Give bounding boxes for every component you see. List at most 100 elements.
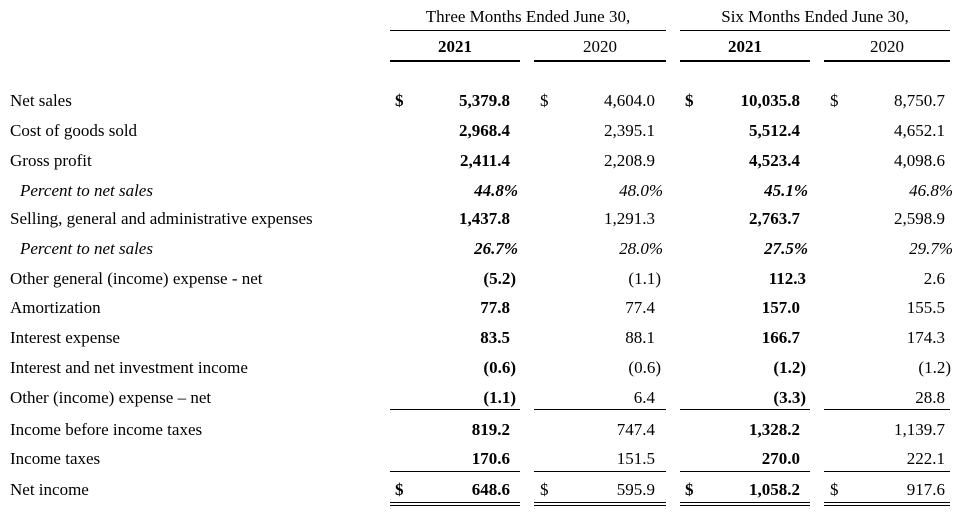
- cell-q20: 6.4: [633, 388, 655, 407]
- cell-s21: 157.0: [761, 298, 800, 317]
- cell-s20: 4,098.6: [894, 151, 945, 170]
- row-label-interest-investment-income: Interest and net investment income: [10, 358, 248, 377]
- cell-s21: 1,328.2: [749, 420, 800, 439]
- cell-q21: 648.6: [471, 480, 510, 499]
- currency-s20-net-income: $: [830, 480, 839, 499]
- cell-q21: 44.8%: [474, 181, 518, 200]
- row-label-income-before-taxes: Income before income taxes: [10, 420, 203, 439]
- col-header-2020-three: 2020: [583, 37, 617, 56]
- cell-q20: 2,395.1: [604, 121, 655, 140]
- cell-q20: (0.6): [628, 358, 661, 377]
- row-label-net-sales: Net sales: [10, 91, 72, 110]
- cell-q21: 83.5: [480, 328, 510, 347]
- cell-q20: 77.4: [625, 298, 655, 317]
- row-label-interest-expense: Interest expense: [10, 328, 120, 347]
- cell-s21: 45.1%: [764, 181, 808, 200]
- header-six-underline: [680, 30, 950, 31]
- cell-s21: 27.5%: [764, 239, 808, 258]
- subtotal-rule-q21: [390, 409, 520, 410]
- total-rule-s20: [824, 471, 950, 472]
- cell-s20: 917.6: [906, 480, 945, 499]
- cell-q21: 77.8: [480, 298, 510, 317]
- cell-s20: (1.2): [918, 358, 951, 377]
- cell-q21: 5,379.8: [459, 91, 510, 110]
- double-rule-s21-bottom: [680, 505, 810, 506]
- cell-s20: 29.7%: [909, 239, 953, 258]
- cell-s20: 4,652.1: [894, 121, 945, 140]
- cell-q21: (1.1): [483, 388, 516, 407]
- row-label-cost-of-goods-sold: Cost of goods sold: [10, 121, 138, 140]
- currency-s21-net-income: $: [685, 480, 694, 499]
- row-label-percent-to-net-sales: Percent to net sales: [20, 181, 153, 200]
- currency-q20-net-sales: $: [540, 91, 549, 110]
- total-rule-q21: [390, 471, 520, 472]
- cell-q21: (0.6): [483, 358, 516, 377]
- row-label-income-taxes: Income taxes: [10, 449, 101, 468]
- subtotal-rule-s20: [824, 409, 950, 410]
- row-label-percent-to-net-sales: Percent to net sales: [20, 239, 153, 258]
- cell-s21: (1.2): [773, 358, 806, 377]
- cell-s21: 4,523.4: [749, 151, 800, 170]
- row-label-net-income: Net income: [10, 480, 89, 499]
- double-rule-q21-top: [390, 502, 520, 503]
- col-header-2020-three-underline: [534, 60, 666, 62]
- cell-s21: 5,512.4: [749, 121, 800, 140]
- col-header-2021-six: 2021: [728, 37, 762, 56]
- row-label-gross-profit: Gross profit: [10, 151, 92, 170]
- cell-q21: (5.2): [483, 269, 516, 288]
- col-header-2020-six-underline: [824, 60, 950, 62]
- cell-q21: 2,411.4: [459, 151, 510, 170]
- cell-s21: 1,058.2: [749, 480, 800, 499]
- col-header-2020-six: 2020: [870, 37, 904, 56]
- header-three-months: Three Months Ended June 30,: [425, 7, 631, 26]
- cell-s20: 28.8: [915, 388, 945, 407]
- double-rule-q20-bottom: [534, 505, 666, 506]
- currency-q21-net-income: $: [395, 480, 404, 499]
- cell-s21: 270.0: [761, 449, 800, 468]
- header-six-months: Six Months Ended June 30,: [721, 7, 909, 26]
- cell-q20: 151.5: [616, 449, 655, 468]
- cell-s21: 166.7: [761, 328, 800, 347]
- double-rule-s20-top: [824, 502, 950, 503]
- cell-s20: 222.1: [906, 449, 945, 468]
- cell-q20: 88.1: [625, 328, 655, 347]
- currency-s21-net-sales: $: [685, 91, 694, 110]
- cell-s21: (3.3): [773, 388, 806, 407]
- cell-s20: 1,139.7: [894, 420, 945, 439]
- cell-q20: 1,291.3: [604, 209, 655, 228]
- cell-q20: 48.0%: [619, 181, 663, 200]
- row-label-amortization: Amortization: [10, 298, 101, 317]
- total-rule-q20: [534, 471, 666, 472]
- cell-q20: 2,208.9: [604, 151, 655, 170]
- double-rule-q20-top: [534, 502, 666, 503]
- row-label-sga-expenses: Selling, general and administrative expe…: [10, 209, 313, 228]
- row-label-other-general-expense: Other general (income) expense - net: [10, 269, 263, 288]
- cell-q21: 2,968.4: [459, 121, 510, 140]
- double-rule-s21-top: [680, 502, 810, 503]
- col-header-2021-three: 2021: [438, 37, 472, 56]
- double-rule-q21-bottom: [390, 505, 520, 506]
- cell-q21: 170.6: [471, 449, 510, 468]
- cell-s20: 2.6: [923, 269, 945, 288]
- subtotal-rule-s21: [680, 409, 810, 410]
- cell-s20: 2,598.9: [894, 209, 945, 228]
- cell-s20: 8,750.7: [894, 91, 945, 110]
- total-rule-s21: [680, 471, 810, 472]
- subtotal-rule-q20: [534, 409, 666, 410]
- cell-q20: 747.4: [616, 420, 655, 439]
- currency-q21-net-sales: $: [395, 91, 404, 110]
- cell-q20: 28.0%: [619, 239, 663, 258]
- cell-s21: 10,035.8: [740, 91, 801, 110]
- cell-q20: (1.1): [628, 269, 661, 288]
- cell-s20: 174.3: [906, 328, 945, 347]
- cell-q21: 819.2: [471, 420, 510, 439]
- cell-s20: 46.8%: [909, 181, 953, 200]
- cell-s21: 112.3: [768, 269, 806, 288]
- currency-q20-net-income: $: [540, 480, 549, 499]
- cell-q21: 1,437.8: [459, 209, 510, 228]
- currency-s20-net-sales: $: [830, 91, 839, 110]
- cell-s20: 155.5: [906, 298, 945, 317]
- col-header-2021-six-underline: [680, 60, 810, 62]
- cell-s21: 2,763.7: [749, 209, 800, 228]
- header-three-underline: [390, 30, 666, 31]
